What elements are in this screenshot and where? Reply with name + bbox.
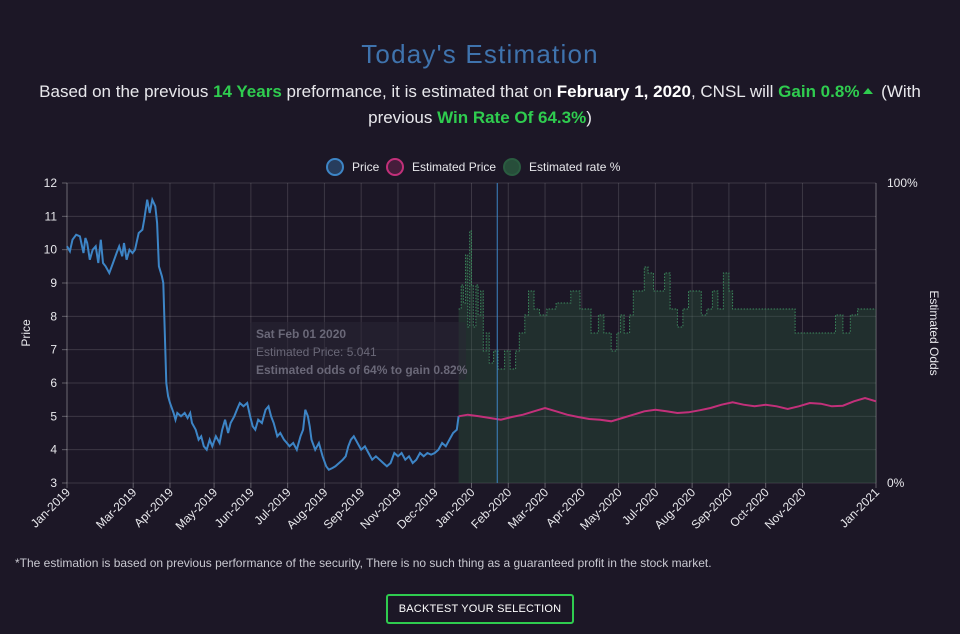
summary-text-4: (With previous	[368, 82, 921, 127]
y-tick-label: 9	[50, 276, 57, 290]
estimation-summary: Based on the previous 14 Years preforman…	[14, 79, 946, 131]
summary-text-1: Based on the previous	[39, 82, 214, 101]
estimated-price-line	[458, 396, 877, 423]
tooltip-estimated-odds: Estimated odds of 64% to gain 0.82%	[256, 363, 468, 377]
disclaimer-text: *The estimation is based on previous per…	[15, 556, 712, 570]
legend-item-estimated-price[interactable]: Estimated Price	[386, 158, 496, 176]
summary-text-3: , CNSL will	[690, 82, 779, 101]
y2-axis-ticks: 0% 100%	[887, 176, 918, 490]
x-tick-label: Nov-2020	[762, 485, 809, 532]
y2-tick-label: 100%	[887, 176, 918, 190]
estimation-date: February 1, 2020	[556, 82, 691, 101]
y-tick-label: 10	[44, 243, 58, 257]
y-tick-label: 7	[50, 343, 57, 357]
y-tick-label: 8	[50, 309, 57, 323]
legend-label-price: Price	[352, 160, 380, 174]
legend-item-estimated-rate[interactable]: Estimated rate %	[503, 158, 621, 176]
x-tick-label: Sep-2020	[688, 485, 735, 532]
gain-up-arrow-icon	[863, 88, 874, 95]
x-tick-label: Mar-2019	[93, 485, 139, 531]
backtest-button[interactable]: BACKTEST YOUR SELECTION	[386, 594, 574, 624]
x-tick-label: Apr-2019	[131, 485, 176, 530]
legend-item-price[interactable]: Price	[326, 158, 380, 176]
legend-label-estimated-price: Estimated Price	[412, 160, 496, 174]
y-axis-label: Price	[19, 319, 33, 347]
chart-legend: Price Estimated Price Estimated rate %	[326, 158, 621, 176]
y-tick-label: 5	[50, 409, 57, 423]
y-tick-label: 11	[45, 209, 58, 223]
y-axis-ticks: 3 4 5 6 7 8 9 10 11 12	[44, 176, 58, 490]
legend-label-estimated-rate: Estimated rate %	[529, 160, 621, 174]
x-tick-label: Jan-2021	[837, 485, 883, 531]
tooltip-title: Sat Feb 01 2020	[256, 327, 346, 341]
tooltip-estimated-price: Estimated Price: 5.041	[256, 345, 377, 359]
estimation-chart: Price Estimated Price Estimated rate % 3…	[19, 158, 941, 533]
y2-tick-label: 0%	[887, 476, 905, 490]
summary-text-5: )	[586, 108, 592, 127]
win-rate-value: Win Rate Of 64.3%	[437, 108, 587, 127]
y2-axis-label: Estimated Odds	[927, 290, 941, 375]
years-value: 14 Years	[213, 82, 282, 101]
summary-text-2: preformance, it is estimated that on	[281, 82, 557, 101]
x-tick-label: Dec-2019	[394, 485, 441, 532]
y-tick-label: 3	[50, 476, 57, 490]
page-title: Today's Estimation	[361, 39, 599, 70]
x-tick-label: Jan-2019	[28, 485, 74, 531]
x-tick-label: May-2019	[173, 485, 221, 533]
y-tick-label: 4	[50, 443, 57, 457]
chart-tooltip: Sat Feb 01 2020 Estimated Price: 5.041 E…	[250, 322, 468, 380]
price-line	[66, 196, 460, 471]
estimated-rate-area	[458, 231, 876, 483]
x-tick-label: Jun-2019	[212, 485, 258, 531]
x-tick-label: Mar-2020	[505, 485, 551, 531]
gain-value: Gain 0.8%	[778, 82, 860, 101]
x-axis-ticks: Jan-2019 Mar-2019Apr-2019May-2019Jun-2019…	[28, 485, 883, 533]
y-tick-label: 12	[44, 176, 58, 190]
y-tick-label: 6	[50, 376, 57, 390]
